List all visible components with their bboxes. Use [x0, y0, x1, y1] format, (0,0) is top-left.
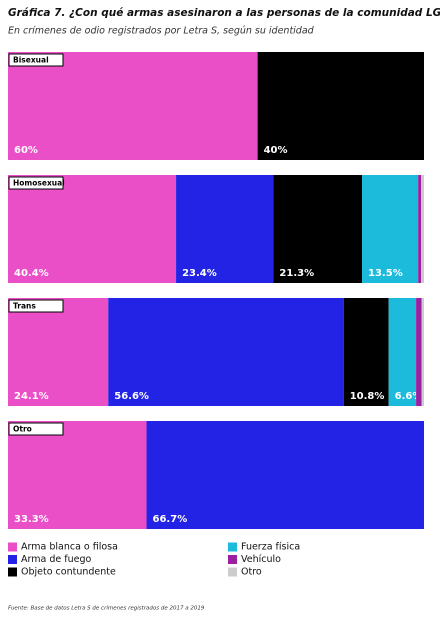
bar-segment [418, 175, 422, 283]
category-box [8, 176, 64, 190]
legend-swatch [8, 567, 17, 577]
chart-title: Gráfica 7. ¿Con qué armas asesinaron a l… [8, 7, 440, 19]
value-label: 66.7% [153, 514, 188, 525]
bar-segment [8, 175, 177, 283]
bar-segment [146, 421, 424, 529]
value-label: 6.6% [395, 391, 423, 402]
category-box [8, 299, 64, 313]
value-label: 40.4% [14, 268, 49, 279]
legend-label: Vehículo [241, 554, 281, 565]
legend-label: Objeto contundente [21, 567, 116, 578]
bar-segment [8, 421, 147, 529]
value-label: 10.8% [350, 391, 385, 402]
legend-swatch [228, 555, 237, 564]
category-label: Trans [13, 302, 36, 311]
bar-segment [257, 52, 424, 160]
bar-segment [421, 175, 424, 283]
bar-segment [362, 175, 419, 283]
value-label: 23.4% [182, 268, 217, 279]
category-box [8, 53, 64, 67]
bar-segment [176, 175, 274, 283]
legend-label: Otro [241, 567, 262, 578]
bar-segment [416, 298, 422, 406]
category-label: Bisexual [13, 56, 49, 65]
value-label: 40% [264, 145, 288, 156]
source-note: Fuente: Base de datos Letra S de crímene… [8, 605, 205, 612]
bar-segment [421, 298, 424, 406]
legend-label: Arma de fuego [21, 554, 91, 565]
value-label: 33.3% [14, 514, 49, 525]
value-label: 13.5% [368, 268, 403, 279]
legend-swatch [228, 542, 237, 552]
value-label: 60% [14, 145, 38, 156]
bar-segment [8, 52, 258, 160]
category-label: Otro [13, 425, 32, 434]
value-label: 56.6% [114, 391, 149, 402]
legend-swatch [8, 555, 17, 564]
value-label: 24.1% [14, 391, 49, 402]
bar-segment [108, 298, 344, 406]
bar-segment [388, 298, 417, 406]
legend-label: Fuerza física [241, 542, 300, 553]
chart-subtitle: En crímenes de odio registrados por Letr… [8, 26, 315, 37]
bar-segment [273, 175, 363, 283]
category-label: Homosexual [13, 179, 65, 188]
value-label: 21.3% [279, 268, 314, 279]
legend-swatch [228, 567, 237, 577]
bar-segment [343, 298, 389, 406]
category-box [8, 422, 64, 436]
bar-segment [8, 298, 109, 406]
legend-label: Arma blanca o filosa [21, 542, 118, 553]
legend-swatch [8, 542, 17, 552]
